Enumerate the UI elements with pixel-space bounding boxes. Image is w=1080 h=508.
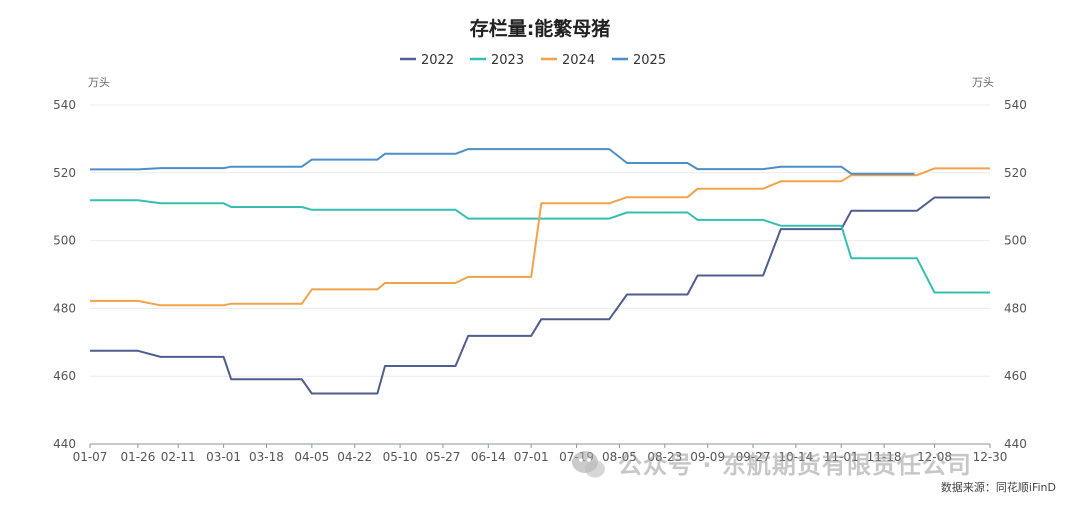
x-tick-label: 05-27 bbox=[426, 450, 461, 464]
series-line-2022 bbox=[90, 196, 990, 395]
y-tick-label-right: 520 bbox=[1004, 166, 1027, 180]
x-tick-label: 04-22 bbox=[337, 450, 372, 464]
legend-label-2024: 2024 bbox=[562, 53, 595, 68]
y-tick-label-right: 500 bbox=[1004, 234, 1027, 248]
x-tick-label: 07-01 bbox=[514, 450, 549, 464]
x-tick-label: 08-05 bbox=[602, 450, 637, 464]
x-tick-label: 11-01 bbox=[824, 450, 859, 464]
series-line-2025 bbox=[90, 148, 915, 175]
y-unit-left: 万头 bbox=[88, 76, 110, 89]
x-tick-label: 09-27 bbox=[736, 450, 771, 464]
chart-title: 存栏量:能繁母猪 bbox=[470, 17, 611, 40]
y-tick-label-left: 480 bbox=[53, 301, 76, 315]
x-tick-label: 12-30 bbox=[973, 450, 1008, 464]
x-tick-label: 06-14 bbox=[471, 450, 506, 464]
y-tick-label-left: 440 bbox=[53, 437, 76, 451]
watermark-text: 公众号 · 东航期货有限责任公司 bbox=[618, 451, 972, 479]
series-line-2024 bbox=[90, 167, 990, 307]
x-tick-label: 05-10 bbox=[383, 450, 418, 464]
grid bbox=[90, 104, 990, 445]
x-tick-label: 10-14 bbox=[778, 450, 813, 464]
y-tick-label-right: 480 bbox=[1004, 301, 1027, 315]
y-tick-label-right: 540 bbox=[1004, 98, 1027, 112]
x-tick-label: 03-01 bbox=[206, 450, 241, 464]
y-tick-label-right: 440 bbox=[1004, 437, 1027, 451]
x-tick-label: 01-07 bbox=[73, 450, 108, 464]
wechat-icon bbox=[572, 451, 605, 478]
legend-label-2023: 2023 bbox=[491, 53, 524, 68]
x-tick-label: 02-11 bbox=[161, 450, 196, 464]
x-tick-label: 09-09 bbox=[690, 450, 725, 464]
legend-label-2025: 2025 bbox=[633, 53, 666, 68]
legend: 2022 2023 2024 2025 bbox=[400, 53, 666, 68]
x-tick-label: 01-26 bbox=[120, 450, 155, 464]
x-tick-label: 11-18 bbox=[867, 450, 902, 464]
legend-label-2022: 2022 bbox=[421, 53, 454, 68]
watermark: 公众号 · 东航期货有限责任公司 bbox=[572, 451, 972, 479]
y-tick-label-left: 540 bbox=[53, 98, 76, 112]
series-line-2023 bbox=[90, 199, 990, 294]
y-tick-label-left: 460 bbox=[53, 369, 76, 383]
x-tick-label: 08-23 bbox=[647, 450, 682, 464]
y-axis-ticks: 440 440 460 460 480 480 500 500 520 520 540 540 bbox=[53, 98, 1027, 451]
x-tick-label: 04-05 bbox=[294, 450, 329, 464]
series-lines bbox=[90, 148, 990, 395]
x-tick-label: 12-08 bbox=[917, 450, 952, 464]
y-tick-label-left: 520 bbox=[53, 166, 76, 180]
source-note: 数据来源：同花顺iFinD bbox=[941, 480, 1056, 494]
y-unit-right: 万头 bbox=[972, 76, 994, 89]
y-tick-label-right: 460 bbox=[1004, 369, 1027, 383]
x-axis-ticks: 01-07 01-26 02-11 03-01 03-18 04-05 04-22 05-10… bbox=[73, 444, 1008, 464]
x-tick-label: 03-18 bbox=[249, 450, 284, 464]
y-tick-label-left: 500 bbox=[53, 234, 76, 248]
